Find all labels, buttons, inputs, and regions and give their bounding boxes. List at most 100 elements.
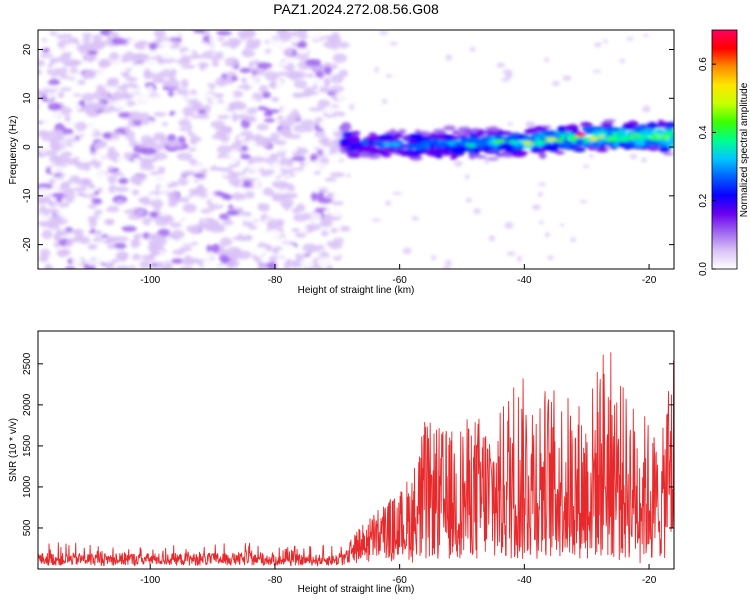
- noise-blob: [385, 74, 393, 78]
- noise-blob: [73, 234, 85, 242]
- signal-blob: [644, 131, 654, 136]
- noise-blob: [389, 41, 399, 46]
- noise-blob: [158, 185, 170, 193]
- noise-blob: [149, 199, 164, 208]
- noise-blob: [490, 217, 499, 223]
- noise-blob: [459, 122, 467, 127]
- noise-blob: [276, 30, 290, 37]
- noise-blob: [227, 40, 240, 48]
- noise-blob: [658, 222, 668, 227]
- noise-blob: [53, 181, 62, 190]
- noise-blob: [40, 248, 51, 258]
- noise-blob: [233, 101, 247, 111]
- signal-blob: [541, 144, 554, 151]
- noise-blob: [182, 203, 197, 213]
- noise-blob: [194, 85, 211, 91]
- noise-blob: [202, 93, 216, 99]
- colorbar-tick-label: 0.0: [698, 262, 709, 276]
- noise-blob: [84, 144, 92, 153]
- noise-blob: [190, 125, 207, 134]
- signal-blob: [454, 145, 464, 151]
- noise-blob: [332, 192, 341, 201]
- noise-blob: [295, 232, 307, 238]
- noise-blob: [252, 170, 262, 180]
- noise-blob: [257, 62, 273, 70]
- noise-blob: [592, 69, 602, 73]
- noise-blob: [379, 30, 389, 35]
- noise-blob: [93, 162, 102, 169]
- signal-blob: [406, 138, 417, 143]
- noise-blob: [217, 114, 230, 120]
- noise-blob: [626, 36, 634, 41]
- noise-blob: [302, 243, 318, 253]
- noise-blob: [464, 174, 470, 180]
- noise-blob: [245, 38, 255, 48]
- noise-blob: [331, 201, 344, 206]
- noise-blob: [379, 211, 389, 219]
- noise-blob: [167, 91, 175, 97]
- noise-blob: [608, 193, 614, 198]
- noise-blob: [313, 170, 321, 175]
- noise-blob: [129, 175, 145, 185]
- noise-blob: [148, 211, 158, 218]
- noise-blob: [171, 154, 178, 164]
- noise-blob: [111, 37, 127, 45]
- noise-blob: [293, 79, 308, 89]
- noise-blob: [38, 59, 46, 67]
- noise-blob: [570, 237, 577, 243]
- signal-blob: [647, 145, 660, 152]
- noise-blob: [179, 246, 192, 252]
- noise-blob: [38, 199, 47, 205]
- x-tick-label: -40: [517, 575, 532, 586]
- noise-blob: [374, 66, 379, 73]
- noise-blob: [79, 177, 93, 187]
- x-tick-label: -60: [392, 575, 407, 586]
- noise-blob: [136, 210, 146, 215]
- noise-blob: [92, 171, 106, 180]
- noise-blob: [170, 31, 181, 38]
- signal-blob: [646, 121, 658, 129]
- noise-blob: [70, 117, 79, 124]
- noise-blob: [202, 217, 215, 222]
- noise-blob: [324, 77, 331, 87]
- noise-blob: [61, 52, 71, 59]
- noise-blob: [159, 126, 170, 131]
- signal-blob: [516, 145, 524, 149]
- noise-blob: [237, 135, 246, 142]
- noise-blob: [392, 191, 402, 195]
- noise-blob: [316, 257, 332, 267]
- noise-blob: [133, 66, 144, 72]
- signal-blob: [617, 141, 625, 148]
- noise-blob: [107, 174, 118, 185]
- noise-blob: [56, 230, 71, 236]
- noise-blob: [261, 91, 271, 99]
- noise-blob: [505, 72, 513, 79]
- noise-blob: [332, 131, 344, 137]
- noise-blob: [167, 197, 178, 208]
- spectrogram-blobs: [38, 30, 674, 269]
- noise-blob: [66, 72, 83, 78]
- noise-blob: [64, 42, 80, 53]
- noise-blob: [315, 71, 325, 78]
- noise-blob: [291, 228, 301, 233]
- noise-blob: [77, 79, 86, 86]
- noise-blob: [324, 177, 337, 182]
- noise-blob: [71, 256, 83, 266]
- noise-blob: [96, 80, 108, 86]
- noise-blob: [147, 233, 163, 240]
- snr-y-axis-label: SNR (10 * v/v): [8, 418, 19, 482]
- noise-blob: [328, 120, 336, 130]
- noise-blob: [241, 222, 254, 227]
- noise-blob: [329, 38, 341, 43]
- snr-x-ticks: -100 -80 -60 -40 -20: [140, 564, 657, 586]
- noise-blob: [295, 176, 311, 185]
- noise-blob: [79, 192, 96, 198]
- noise-blob: [122, 72, 130, 78]
- noise-blob: [279, 61, 289, 67]
- noise-blob: [349, 103, 354, 111]
- noise-blob: [303, 199, 314, 210]
- signal-blob: [512, 149, 524, 153]
- noise-blob: [153, 30, 166, 38]
